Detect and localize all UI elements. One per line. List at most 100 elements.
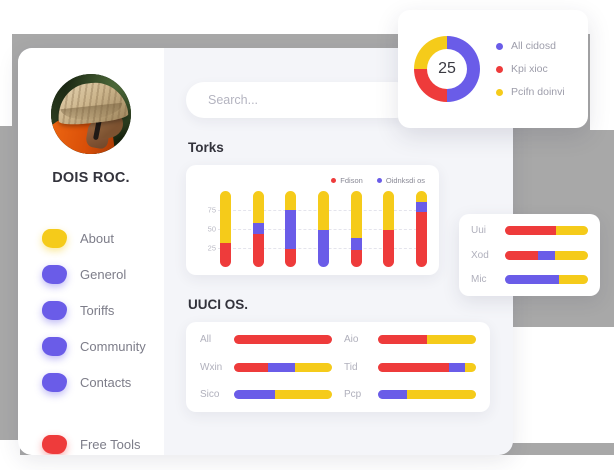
- uuci-segment-yellow: [407, 390, 476, 399]
- bar-segment-remainder: [285, 191, 297, 211]
- uuci-row[interactable]: Aio: [344, 334, 476, 345]
- donut-legend-item[interactable]: All cidosd: [496, 40, 565, 52]
- uuci-row[interactable]: Wxin: [200, 362, 332, 373]
- uuci-row[interactable]: Tid: [344, 362, 476, 373]
- uuci-segment-purple: [378, 390, 408, 399]
- bar-segment-oidnksdi: [252, 222, 264, 235]
- side-stat-segment-yellow: [556, 226, 588, 235]
- donut-legend-dot-icon: [496, 88, 503, 96]
- uuci-segment-yellow: [427, 335, 476, 344]
- uuci-segment-purple: [268, 362, 295, 372]
- uuci-segment-purple: [448, 362, 466, 372]
- side-stat-row[interactable]: Uui: [471, 225, 588, 236]
- donut-chart[interactable]: 25: [414, 36, 480, 102]
- chart-bar[interactable]: [220, 191, 231, 267]
- side-stat-segment-yellow: [558, 275, 588, 284]
- bg-white-topleft: [0, 0, 386, 34]
- chart-bar[interactable]: [350, 191, 362, 267]
- chart-bar[interactable]: [285, 191, 297, 267]
- sidebar-item-label: Community: [80, 338, 146, 354]
- uuci-section-title: UUCI OS.: [188, 297, 249, 312]
- bg-white-topright: [386, 0, 614, 10]
- uuci-row[interactable]: All: [200, 334, 332, 345]
- side-stat-label: Uui: [471, 225, 487, 236]
- uuci-label: Pcp: [344, 389, 362, 400]
- sidebar-item-label: Toriffs: [80, 302, 115, 318]
- bar-segment-remainder: [383, 191, 395, 230]
- sidebar-item-community[interactable]: Community: [18, 328, 164, 364]
- bar-segment-remainder: [350, 191, 362, 239]
- uuci-segment-red: [234, 362, 269, 372]
- torks-section-title: Torks: [188, 140, 224, 155]
- y-axis-tick-label: 25: [207, 243, 216, 253]
- uuci-label: Sico: [200, 389, 220, 400]
- sidebar-item-label: Generol: [80, 266, 127, 282]
- side-stat-segment-red: [505, 250, 539, 260]
- chart-bar[interactable]: [252, 191, 264, 267]
- side-stat-row[interactable]: Mic: [471, 274, 588, 285]
- sidebar-item-about[interactable]: About: [18, 220, 164, 256]
- bg-white-rightupper: [590, 10, 614, 130]
- bar-segment-fdison: [220, 243, 231, 267]
- uuci-label: Aio: [344, 334, 359, 345]
- donut-center-value: 25: [427, 49, 467, 89]
- side-stat-row[interactable]: Xod: [471, 250, 588, 261]
- bar-segment-fdison: [383, 229, 395, 267]
- uuci-column-left: All Wxin Sico: [200, 334, 332, 400]
- sidebar-item-contacts[interactable]: Contacts: [18, 364, 164, 400]
- side-stat-label: Xod: [471, 249, 489, 261]
- donut-legend: All cidosd Kpi xioc Pcifn doinvi: [496, 40, 565, 98]
- bar-segment-remainder: [415, 191, 427, 203]
- uuci-bar: [378, 390, 476, 399]
- bar-segment-fdison: [285, 248, 297, 267]
- community-icon: [42, 336, 67, 356]
- uuci-label: All: [200, 334, 212, 345]
- bar-segment-remainder: [252, 191, 264, 223]
- bar-segment-oidnksdi: [350, 238, 362, 251]
- donut-legend-label: All cidosd: [511, 40, 556, 52]
- donut-legend-dot-icon: [496, 42, 503, 50]
- search-box[interactable]: [186, 82, 414, 118]
- donut-legend-dot-icon: [496, 65, 503, 73]
- uuci-segment-yellow: [294, 362, 332, 372]
- uuci-bar: [378, 335, 476, 344]
- chart-bar[interactable]: [415, 191, 427, 267]
- uuci-segment-red: [234, 335, 332, 344]
- chart-bar[interactable]: [383, 191, 395, 267]
- bar-segment-remainder: [220, 191, 231, 244]
- side-stat-bar: [505, 250, 588, 260]
- avatar-wrapper: [18, 74, 164, 154]
- side-stat-segment-purple: [538, 250, 555, 260]
- donut-legend-item[interactable]: Pcifn doinvi: [496, 86, 565, 98]
- sidebar: DOIS ROC. About Generol Toriffs Communit…: [18, 48, 164, 455]
- sidebar-nav: About Generol Toriffs Community Contacts…: [18, 220, 164, 455]
- uuci-segment-red: [378, 335, 427, 344]
- sidebar-item-toriffs[interactable]: Toriffs: [18, 292, 164, 328]
- uuci-bar: [234, 335, 332, 344]
- y-axis-tick-label: 50: [207, 224, 216, 234]
- bar-segment-fdison: [350, 250, 362, 267]
- bar-segment-fdison: [415, 211, 427, 267]
- torks-y-axis: 25 50 75: [196, 189, 216, 275]
- search-input[interactable]: [208, 93, 388, 107]
- donut-legend-item[interactable]: Kpi xioc: [496, 63, 565, 75]
- legend-item: Oidnksdi os: [376, 175, 425, 185]
- chart-bar[interactable]: [317, 191, 329, 267]
- side-stats-card: Uui Xod Mic: [459, 214, 600, 296]
- sidebar-item-label: Contacts: [80, 374, 132, 390]
- uuci-label: Wxin: [200, 361, 223, 373]
- contacts-icon: [42, 372, 67, 392]
- avatar[interactable]: [51, 74, 131, 154]
- torks-chart-legend: Fdison Oidnksdi os: [194, 173, 429, 187]
- toriffs-icon: [42, 300, 67, 320]
- uuci-row[interactable]: Pcp: [344, 389, 476, 400]
- bar-segment-oidnksdi: [317, 229, 329, 267]
- uuci-row[interactable]: Sico: [200, 389, 332, 400]
- donut-chart-card: 25 All cidosd Kpi xioc Pcifn doinvi: [398, 10, 588, 128]
- donut-legend-label: Kpi xioc: [511, 63, 548, 75]
- sidebar-item-generol[interactable]: Generol: [18, 256, 164, 292]
- side-stat-segment-purple: [505, 275, 559, 284]
- sidebar-item-free-tools[interactable]: Free Tools: [18, 426, 164, 455]
- legend-label: Oidnksdi os: [385, 175, 425, 185]
